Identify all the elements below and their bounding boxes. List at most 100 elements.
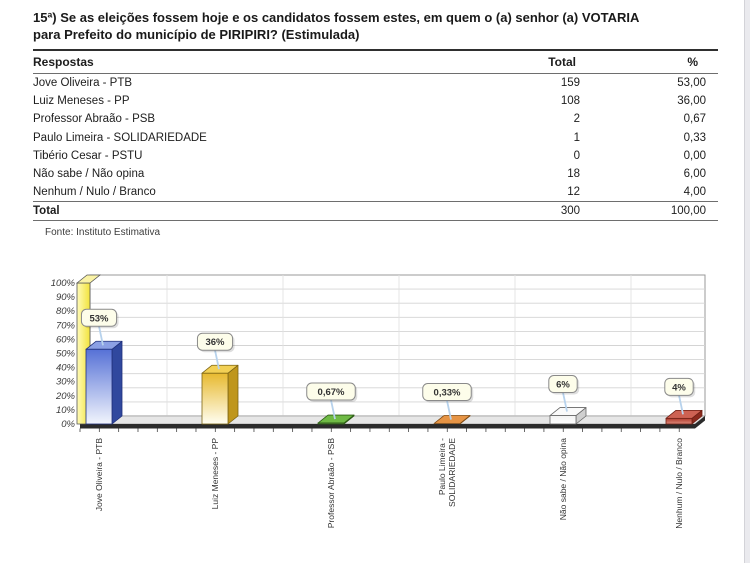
bar-5: [665, 409, 703, 425]
source-note: Fonte: Instituto Estimativa: [45, 227, 161, 239]
cell-total: 18: [567, 168, 580, 181]
x-axis-band-corner: [695, 416, 705, 429]
cell-label: Luiz Meneses - PP: [33, 95, 130, 108]
bar-value-callout: 6%: [548, 375, 580, 412]
col-header-respostas: Respostas: [33, 55, 94, 69]
cell-pct: 0,67: [683, 113, 706, 126]
y-axis-tick-label: 80%: [56, 306, 76, 317]
bar-side-face: [111, 340, 123, 425]
question-title-line1: 15ª) Se as eleições fossem hoje e os can…: [33, 10, 640, 25]
cell-pct: 4,00: [683, 186, 706, 199]
table-row: Tibério Cesar - PSTU 0 0,00: [33, 147, 718, 165]
table-row: Luiz Meneses - PP 108 36,00: [33, 92, 718, 110]
y-axis-tick-label: 60%: [56, 334, 76, 345]
bar-front-face: [85, 348, 113, 425]
bar-0: [85, 340, 123, 425]
y-axis-tick-label: 10%: [56, 405, 76, 416]
bar-value-callout: 36%: [196, 332, 235, 370]
x-category-label-line: Jove Oliveira - PTB: [94, 438, 104, 512]
callout-box: [80, 308, 118, 327]
callout-value-label: 36%: [205, 337, 225, 348]
x-category-label-line: Professor Abraão - PSB: [326, 438, 336, 529]
x-category-label: Paulo Limeira - SOLIDARIEDADE: [437, 438, 457, 507]
bar-value-callout: 0,33%: [422, 383, 474, 420]
table-row: Nenhum / Nulo / Branco 12 4,00: [33, 183, 718, 201]
x-category-label: Não sabe / Não opina: [558, 438, 568, 520]
callout-box: [664, 377, 694, 396]
divider: [33, 73, 718, 74]
cell-pct: 0,33: [683, 131, 706, 144]
x-category-label-line: Luiz Meneses - PP: [210, 438, 220, 510]
cell-pct: 0,00: [683, 149, 706, 162]
bar-front-face: [201, 372, 229, 425]
bar-4: [549, 407, 587, 425]
x-category-label: Jove Oliveira - PTB: [94, 438, 104, 512]
x-category-label-line: Não sabe / Não opina: [558, 438, 568, 520]
y-axis-tick-label: 40%: [56, 363, 76, 374]
bar-front-face: [665, 417, 693, 425]
callout-leader-line: [330, 399, 336, 420]
divider: [33, 220, 718, 222]
cell-total: 0: [573, 149, 580, 162]
left-wall-top: [75, 274, 102, 284]
total-row-label: Total: [33, 205, 60, 218]
table-row: Paulo Limeira - SOLIDARIEDADE 1 0,33: [33, 129, 718, 147]
question-title-line2: para Prefeito do município de PIRIPIRI? …: [33, 26, 360, 42]
cell-total: 2: [573, 113, 580, 126]
total-row-pct: 100,00: [670, 205, 706, 218]
y-axis-tick-label: 100%: [51, 278, 76, 289]
x-category-label-line: Nenhum / Nulo / Branco: [674, 438, 684, 529]
cell-pct: 36,00: [677, 95, 706, 108]
x-category-label-line: Paulo Limeira -: [437, 438, 447, 495]
table-header-row: Respostas Total %: [33, 51, 718, 73]
y-axis-tick-label: 20%: [55, 391, 76, 402]
bar-front-face: [549, 415, 577, 425]
col-header-pct: %: [687, 55, 698, 69]
y-axis-tick-label: 90%: [56, 292, 76, 303]
cell-label: Professor Abraão - PSB: [33, 113, 156, 126]
bar-front-face: [317, 422, 345, 425]
results-bar-chart: 53% 36% 0,67% 0,33% 6% 4% Jove Oliveira - PTB L…: [40, 268, 710, 563]
cell-pct: 53,00: [677, 77, 706, 90]
table-total-row: Total 300 100,00: [33, 202, 718, 220]
bar-side-face: [227, 364, 239, 425]
callout-leader-line: [446, 400, 452, 420]
total-row-count: 300: [560, 205, 580, 218]
y-axis-tick-label: 70%: [56, 320, 76, 331]
cell-label: Paulo Limeira - SOLIDARIEDADE: [33, 131, 207, 144]
results-table: Jove Oliveira - PTB 159 53,00 Luiz Meneses …: [33, 74, 718, 201]
table-row: Professor Abraão - PSB 2 0,67: [33, 110, 718, 128]
callout-value-label: 4%: [672, 382, 686, 393]
cell-total: 1: [573, 131, 580, 144]
callout-box: [306, 382, 356, 401]
x-category-label-line: SOLIDARIEDADE: [447, 438, 457, 507]
callout-value-label: 53%: [89, 313, 109, 324]
callout-box: [422, 383, 472, 402]
callout-box: [548, 375, 578, 394]
callout-value-label: 0,67%: [318, 387, 345, 398]
bar-top-face: [433, 415, 471, 424]
plot-floor: [79, 415, 706, 425]
cell-total: 159: [560, 77, 580, 90]
survey-result-block: 15ª) Se as eleições fossem hoje e os can…: [33, 10, 718, 238]
callout-leader-line: [98, 326, 104, 346]
cell-label: Nenhum / Nulo / Branco: [33, 186, 156, 199]
cell-label: Não sabe / Não opina: [33, 168, 145, 181]
bar-2: [317, 414, 355, 425]
table-row: Jove Oliveira - PTB 159 53,00: [33, 74, 718, 92]
x-axis-band: [80, 424, 695, 429]
table-row: Não sabe / Não opina 18 6,00: [33, 165, 718, 183]
x-category-label: Professor Abraão - PSB: [326, 438, 336, 529]
cell-label: Jove Oliveira - PTB: [33, 77, 133, 90]
bar-3: [433, 415, 471, 425]
callout-leader-line: [678, 395, 684, 415]
bar-chart-svg: 53% 36% 0,67% 0,33% 6% 4% Jove Oliveira - PTB L…: [51, 274, 706, 529]
bar-value-callout: 0,67%: [306, 382, 358, 420]
bar-1: [201, 364, 239, 425]
bar-value-callout: 4%: [664, 377, 696, 415]
callout-value-label: 0,33%: [434, 388, 461, 399]
cell-pct: 6,00: [683, 168, 706, 181]
y-axis-tick-label: 30%: [56, 377, 76, 388]
cell-total: 108: [560, 95, 580, 108]
